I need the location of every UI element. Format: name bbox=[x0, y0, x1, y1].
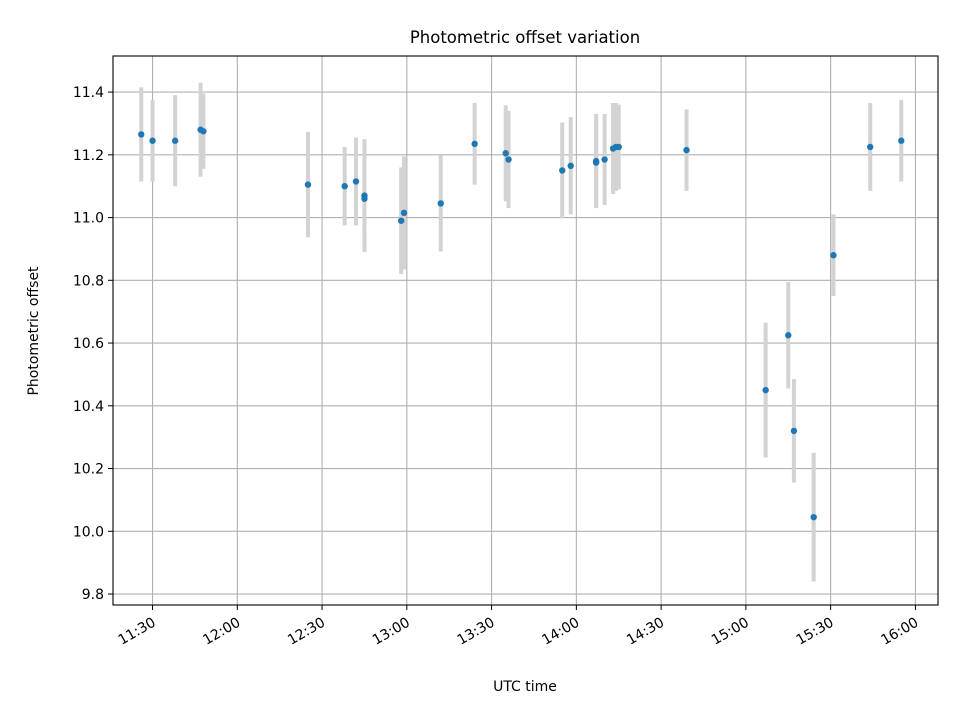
data-point bbox=[200, 128, 207, 135]
x-tick-label: 13:30 bbox=[455, 615, 498, 649]
data-point bbox=[615, 143, 622, 151]
data-point bbox=[397, 217, 405, 224]
data-point bbox=[304, 181, 312, 188]
data-point bbox=[830, 252, 837, 259]
data-point bbox=[898, 137, 905, 144]
data-point bbox=[471, 140, 478, 148]
y-tick-label: 11.2 bbox=[73, 148, 104, 164]
y-axis-label: Photometric offset bbox=[26, 266, 42, 396]
data-point bbox=[810, 513, 817, 521]
x-tick-label: 14:00 bbox=[539, 615, 582, 649]
chart-title: Photometric offset variation bbox=[410, 28, 640, 47]
data-point bbox=[785, 332, 792, 339]
x-tick-label: 13:00 bbox=[370, 615, 413, 649]
y-tick-label: 11.4 bbox=[73, 85, 104, 101]
grid-layer bbox=[113, 56, 938, 605]
y-tick-label: 10.6 bbox=[73, 336, 104, 352]
data-point bbox=[601, 156, 608, 163]
y-tick-label: 10.4 bbox=[73, 399, 104, 415]
y-axis-ticks: 9.8 10.0 10.2 10.4 10.6 10.8 11.0 11.2 11.4 bbox=[73, 85, 113, 603]
data-point bbox=[437, 200, 444, 207]
y-tick-label: 10.8 bbox=[73, 273, 104, 289]
x-tick-label: 14:30 bbox=[624, 615, 667, 649]
y-tick-label: 9.8 bbox=[82, 587, 104, 603]
data-point bbox=[400, 209, 408, 217]
x-tick-label: 12:00 bbox=[200, 615, 243, 649]
x-tick-label: 16:00 bbox=[878, 615, 921, 649]
data-point bbox=[361, 195, 368, 202]
y-tick-label: 11.0 bbox=[73, 211, 104, 227]
data-point bbox=[592, 157, 600, 165]
x-tick-label: 15:00 bbox=[709, 615, 752, 649]
data-point bbox=[138, 131, 145, 138]
data-point bbox=[352, 178, 360, 185]
data-point bbox=[341, 182, 348, 190]
data-point bbox=[505, 156, 512, 163]
data-point bbox=[866, 143, 874, 151]
data-point bbox=[762, 386, 769, 394]
y-tick-label: 10.0 bbox=[73, 524, 104, 540]
x-tick-label: 15:30 bbox=[794, 615, 837, 649]
data-point bbox=[171, 137, 179, 144]
data-point bbox=[502, 150, 509, 157]
point-layer bbox=[138, 126, 905, 521]
data-point bbox=[567, 162, 574, 169]
errorbar-layer bbox=[139, 82, 904, 582]
x-axis-ticks: 11:30 12:00 12:30 13:00 13:30 14:00 14:30 15:00… bbox=[116, 605, 921, 649]
x-axis-label: UTC time bbox=[493, 679, 557, 695]
x-tick-label: 11:30 bbox=[116, 615, 159, 649]
data-point bbox=[149, 137, 156, 144]
data-point bbox=[683, 146, 690, 154]
y-tick-label: 10.2 bbox=[73, 462, 104, 478]
data-point bbox=[790, 427, 798, 435]
plot-frame bbox=[112, 55, 939, 606]
x-tick-label: 12:30 bbox=[285, 615, 328, 649]
data-point bbox=[559, 167, 566, 174]
